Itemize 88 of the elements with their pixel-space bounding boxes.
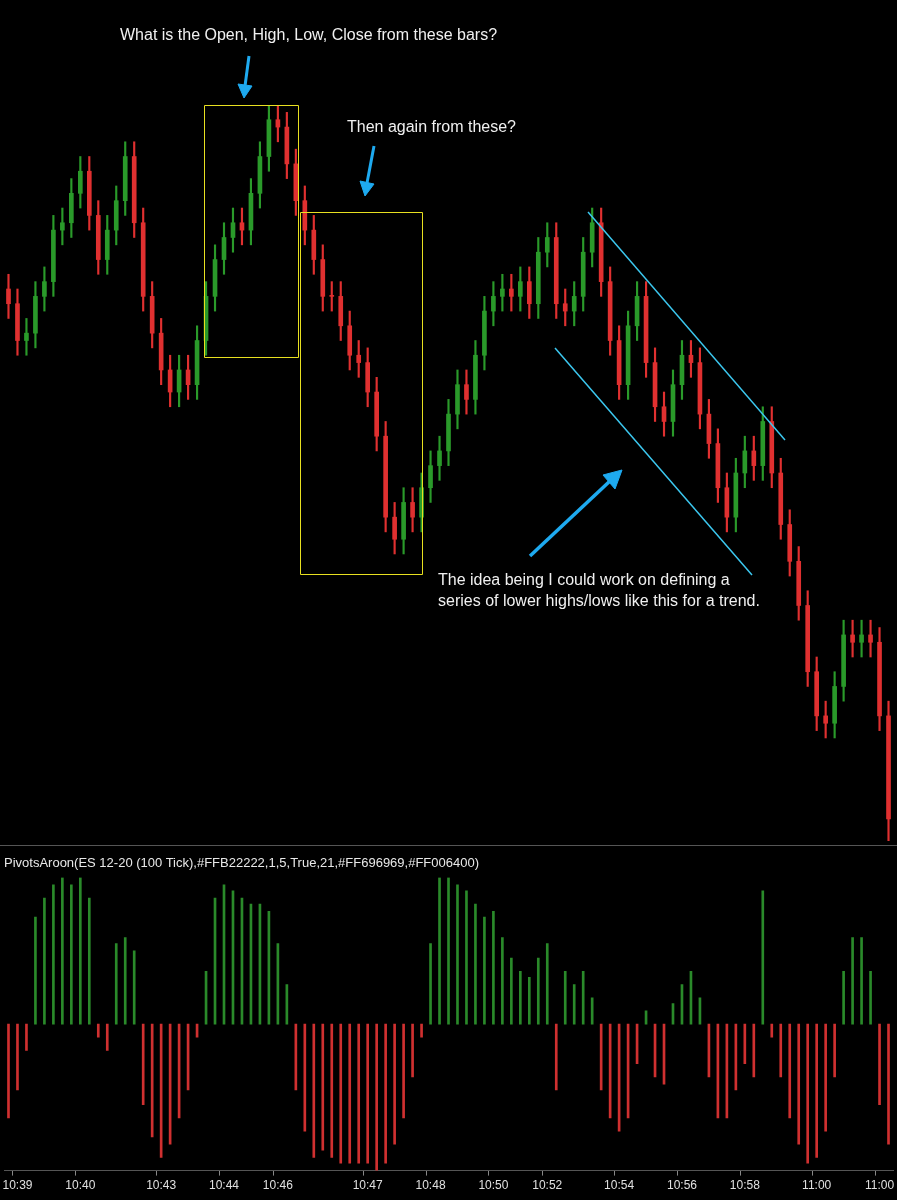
bar — [806, 1023, 810, 1164]
x-tick-label: 10:39 — [2, 1178, 33, 1193]
bar — [519, 971, 522, 1025]
candlestick — [24, 318, 29, 356]
bar — [492, 910, 495, 1025]
bar — [545, 943, 549, 1025]
x-tick-label: 10:48 — [415, 1178, 446, 1193]
bar — [438, 877, 441, 1025]
bar — [797, 1023, 801, 1145]
bar — [824, 1023, 827, 1132]
bar — [456, 884, 459, 1025]
x-tick-label: 10:47 — [352, 1178, 384, 1193]
bar — [70, 884, 73, 1025]
bar — [590, 997, 594, 1025]
bar — [303, 1023, 307, 1132]
bar — [833, 1023, 836, 1078]
bar — [357, 1023, 361, 1164]
text: What is the Open, High, Low, Close from these bars? — [120, 25, 499, 45]
bar — [527, 976, 531, 1025]
bar — [536, 957, 540, 1025]
bar — [114, 943, 118, 1025]
bar — [869, 971, 872, 1025]
bar — [330, 1023, 334, 1158]
bar — [420, 1023, 423, 1038]
bar — [87, 897, 91, 1025]
bar — [79, 877, 82, 1025]
bar — [554, 1023, 558, 1091]
bar — [393, 1023, 396, 1145]
bar — [366, 1023, 370, 1164]
bar — [105, 1023, 109, 1051]
bar — [321, 1023, 325, 1151]
bar — [779, 1023, 783, 1078]
candlestick — [859, 619, 864, 658]
bar — [572, 984, 576, 1025]
bar — [411, 1023, 414, 1078]
bar — [375, 1023, 378, 1171]
annotation: The idea being I could work on defining a series of lower highs/lows like this for a trend. — [438, 570, 761, 611]
x-tick-label: 10:52 — [532, 1178, 563, 1193]
bar — [123, 937, 127, 1025]
bar — [339, 1023, 343, 1164]
bar — [761, 890, 765, 1025]
bar — [25, 1023, 28, 1051]
bar — [752, 1023, 756, 1078]
bar — [878, 1023, 881, 1106]
bar — [501, 937, 504, 1025]
x-tick-label: 11:00 — [802, 1178, 832, 1193]
x-tick-label: 10:44 — [208, 1178, 240, 1193]
candlestick — [437, 435, 442, 481]
candlestick — [6, 273, 11, 319]
x-tick-label: 10:58 — [729, 1178, 761, 1193]
bar — [348, 1023, 352, 1164]
bar — [465, 890, 468, 1025]
bar — [770, 1023, 774, 1038]
bar — [7, 1023, 10, 1119]
bar — [788, 1023, 792, 1119]
bar — [132, 950, 136, 1025]
x-tick-label: 10:50 — [478, 1178, 509, 1193]
x-tick-label: 11:00 — [864, 1178, 895, 1193]
bar — [474, 903, 477, 1025]
bar — [483, 916, 486, 1025]
bar — [402, 1023, 405, 1119]
bar — [141, 1023, 145, 1106]
bar — [887, 1023, 890, 1145]
bar — [61, 877, 64, 1025]
bar — [851, 937, 854, 1025]
bar — [34, 916, 37, 1025]
x-tick-label: 10:43 — [146, 1178, 177, 1193]
bar — [815, 1023, 818, 1158]
bar — [581, 971, 585, 1025]
bar — [312, 1023, 316, 1158]
bar — [43, 897, 46, 1025]
x-tick-label: 10:40 — [65, 1178, 96, 1193]
bar — [52, 884, 55, 1025]
x-tick-label: 10:56 — [666, 1178, 698, 1193]
bar — [384, 1023, 387, 1164]
bar — [842, 971, 845, 1025]
x-tick-label: 10:46 — [262, 1178, 294, 1193]
bar — [16, 1023, 19, 1091]
chart-title: PivotsAroon(ES 12-20 (100 Tick),#FFB22222,1,5,True,21,#FF696969,#FF006400) — [4, 855, 480, 871]
annotation: Then again from these? — [347, 117, 517, 137]
bar — [447, 877, 450, 1025]
bar — [860, 937, 863, 1025]
candlestick — [868, 619, 873, 658]
x-tick-label: 10:54 — [604, 1178, 635, 1193]
bar — [96, 1023, 100, 1038]
bar — [429, 943, 432, 1025]
bar — [510, 957, 513, 1025]
bar — [563, 971, 567, 1025]
